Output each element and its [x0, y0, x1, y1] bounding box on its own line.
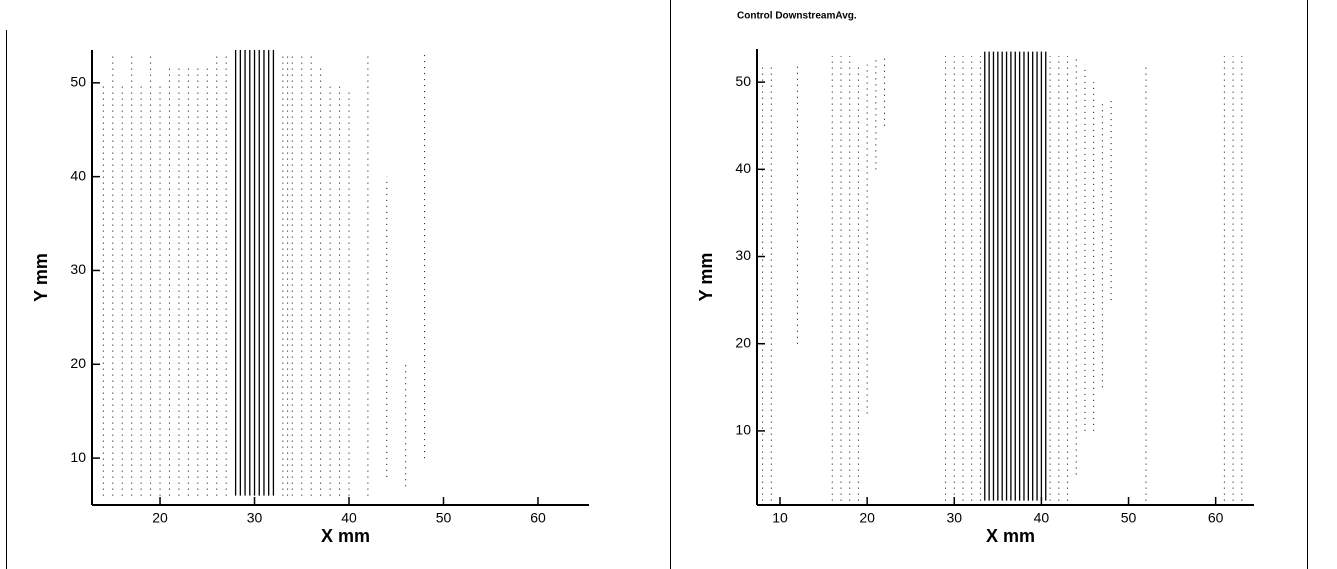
x-tick-label: 60: [1208, 510, 1224, 526]
y-tick-label: 50: [735, 73, 751, 89]
x-tick-label: 20: [859, 510, 875, 526]
x-tick-label: 60: [530, 510, 546, 526]
y-tick-label: 50: [70, 74, 86, 90]
x-tick-label: 50: [1121, 510, 1137, 526]
x-tick-label: 10: [772, 510, 788, 526]
x-tick-label: 20: [152, 510, 168, 526]
y-tick-label: 10: [70, 449, 86, 465]
y-tick-label: 40: [70, 167, 86, 183]
y-tick-label: 40: [735, 160, 751, 176]
y-axis-label: Y mm: [696, 253, 716, 302]
y-axis-label: Y mm: [31, 253, 51, 302]
y-tick-label: 20: [735, 334, 751, 350]
x-axis-label: X mm: [321, 526, 370, 546]
y-tick-label: 30: [70, 261, 86, 277]
x-axis-label: X mm: [986, 526, 1035, 546]
x-tick-label: 40: [341, 510, 357, 526]
y-tick-label: 20: [70, 355, 86, 371]
chart-title: Control DownstreamAvg.: [737, 11, 857, 22]
y-tick-label: 10: [735, 422, 751, 438]
x-tick-label: 40: [1034, 510, 1050, 526]
x-tick-label: 30: [247, 510, 263, 526]
y-tick-label: 30: [735, 247, 751, 263]
x-tick-label: 30: [946, 510, 962, 526]
x-tick-label: 50: [436, 510, 452, 526]
